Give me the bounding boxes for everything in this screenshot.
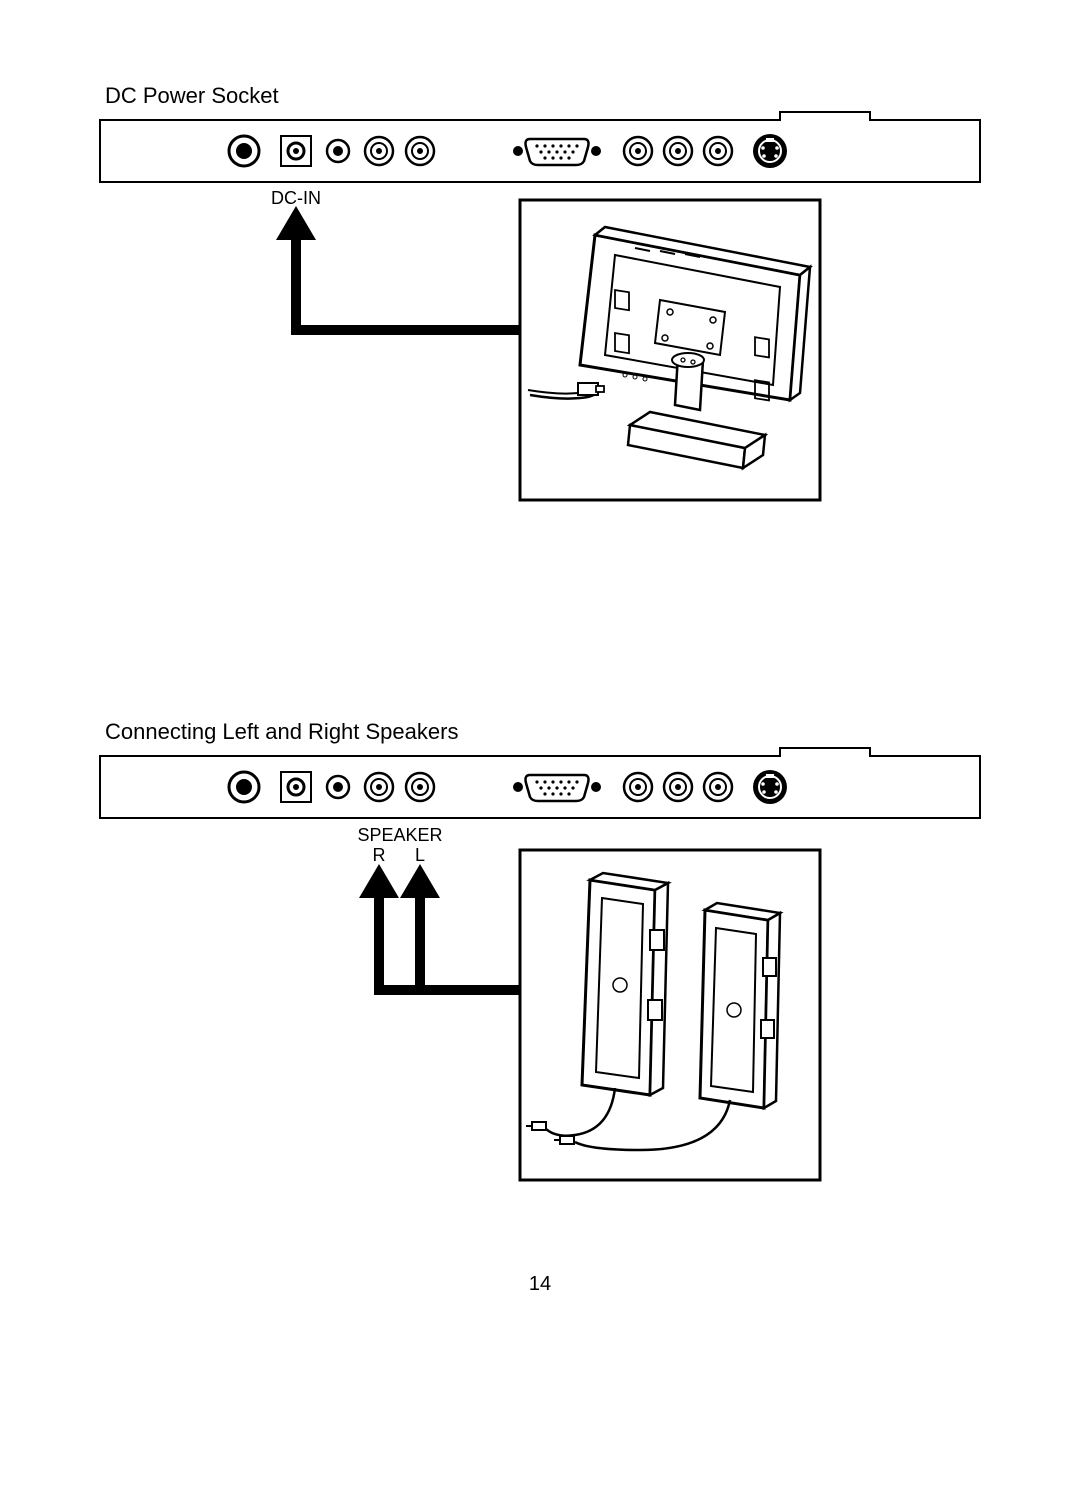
dc-in-label: DC-IN bbox=[271, 188, 321, 208]
section2-arrow-path bbox=[379, 894, 520, 990]
section2-arrow-head-l-icon bbox=[400, 864, 440, 898]
dc-in-socket-icon bbox=[281, 136, 311, 166]
vga-screw-right-icon-2 bbox=[591, 782, 601, 792]
section2-arrow-head-r-icon bbox=[359, 864, 399, 898]
vga-screw-left-icon-2 bbox=[513, 782, 523, 792]
speaker-label: SPEAKER bbox=[357, 825, 442, 845]
vga-port-icon-2 bbox=[526, 775, 589, 801]
svideo-port-icon-2 bbox=[753, 770, 787, 804]
vga-screw-right-icon bbox=[591, 146, 601, 156]
speaker-r-label: R bbox=[373, 845, 386, 865]
diagram-svg: DC Power Socket bbox=[0, 0, 1080, 1503]
manual-page: DC Power Socket bbox=[0, 0, 1080, 1503]
dc-in-socket-icon-2 bbox=[281, 772, 311, 802]
section1-arrow-head-icon bbox=[276, 206, 316, 240]
svideo-port-icon bbox=[753, 134, 787, 168]
section2-title: Connecting Left and Right Speakers bbox=[105, 719, 458, 744]
vga-port-icon bbox=[526, 139, 589, 165]
section1-title: DC Power Socket bbox=[105, 83, 279, 108]
vga-screw-left-icon bbox=[513, 146, 523, 156]
speaker-l-label: L bbox=[415, 845, 425, 865]
page-number: 14 bbox=[529, 1273, 551, 1295]
section1-arrow-path bbox=[296, 234, 520, 330]
